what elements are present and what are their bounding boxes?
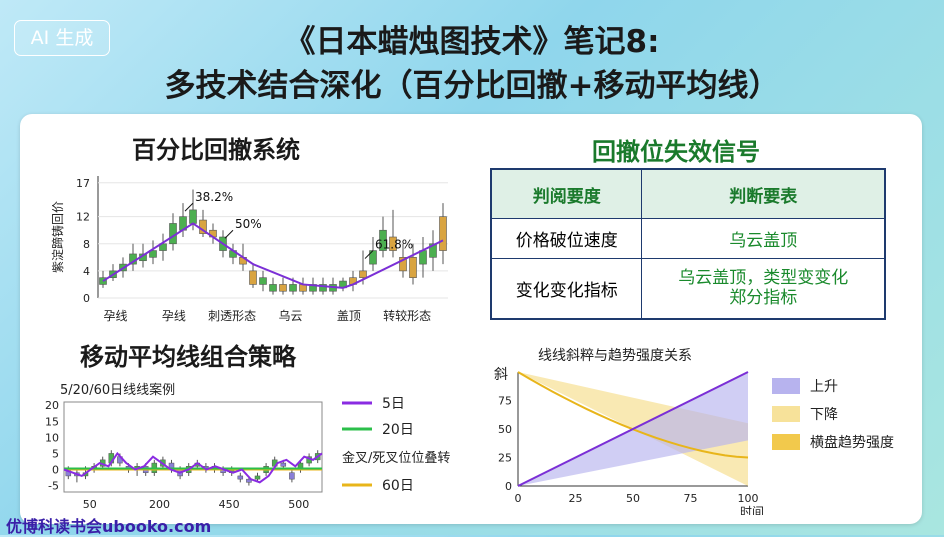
candle — [279, 284, 287, 292]
y-tick-label: 0 — [83, 292, 90, 305]
x-tick-label: 刺透形态 — [208, 309, 256, 323]
y-tick-label: -5 — [48, 480, 59, 493]
x-tick-label: 500 — [288, 498, 309, 511]
y-tick-label: 17 — [76, 177, 90, 190]
candle — [399, 257, 407, 272]
y-tick-label: 10 — [45, 431, 59, 444]
table-cell: 变化变化指标 — [490, 257, 643, 320]
candle — [249, 270, 257, 285]
signal-table: 判阅要度 判断要表 价格破位速度 乌云盖顶 变化变化指标 乌云盖顶，类型变变化 … — [490, 168, 886, 320]
candle — [149, 250, 157, 258]
page-title-line1: 《日本蜡烛图技术》笔记8: — [284, 24, 660, 60]
y-tick-label: 5 — [52, 447, 59, 460]
legend-label: 60日 — [382, 478, 414, 494]
x-tick-label: 孕线 — [162, 309, 186, 323]
table-header-right: 判断要表 — [641, 168, 886, 219]
y-tick-label: 50 — [498, 423, 512, 436]
annotation-label: 38.2% — [195, 190, 233, 204]
x-tick-label: 转较形态 — [383, 308, 431, 323]
y-tick-label: 8 — [83, 238, 90, 251]
candle — [259, 277, 267, 285]
retracement-section-title: 百分比回撤系统 — [132, 136, 300, 164]
candle — [319, 284, 327, 292]
table-row: 价格破位速度 乌云盖顶 — [490, 218, 886, 259]
ma5-line — [63, 451, 323, 484]
candle — [289, 284, 297, 292]
y-tick-label: 15 — [45, 415, 59, 428]
candle — [289, 472, 295, 480]
y-axis-label: 紫淀蹄铸回价 — [50, 201, 65, 273]
legend-label: 下降 — [810, 407, 838, 423]
legend-label: 20日 — [382, 422, 414, 438]
candle — [280, 462, 287, 467]
annotation-pointer — [184, 202, 194, 212]
moving-average-chart: 5/20/60日线线案例 -5 0 5 10 15 20 50 200 450 500 5日 20日金叉… — [45, 383, 450, 511]
retracement-candlestick-chart: 0 4 8 12 17 紫淀蹄铸回价 38.2%50% 61.8% 孕线 孕线 刺透形态 乌云 盖顶 转较… — [50, 176, 448, 323]
legend-label: 5日 — [382, 396, 405, 412]
x-tick-label: 盖顶 — [337, 309, 361, 323]
annotation-label: 61.8% — [375, 238, 413, 252]
candle — [254, 475, 261, 480]
plot-frame — [63, 401, 323, 493]
y-tick-label: 20 — [45, 399, 59, 412]
table-cell: 乌云盖顶，类型变变化 郑分指标 — [641, 257, 886, 320]
y-tick-label: 12 — [76, 211, 90, 224]
table-cell: 价格破位速度 — [490, 218, 643, 259]
watermark-text: 优博科读书会ubooko.com — [6, 517, 212, 536]
y-axis-label: 斜 — [494, 367, 508, 383]
y-tick-label: 4 — [83, 265, 90, 278]
candle — [237, 475, 244, 480]
y-tick-label: 75 — [498, 395, 512, 408]
x-tick-label: 100 — [738, 492, 759, 505]
x-tick-label: 0 — [515, 492, 522, 505]
candle — [379, 229, 387, 251]
table-cell: 乌云盖顶 — [641, 218, 886, 259]
annotation-pointer — [364, 250, 374, 259]
table-header-left: 判阅要度 — [490, 168, 643, 219]
legend-label: 上升 — [810, 379, 838, 395]
candle — [189, 209, 197, 224]
table-row: 变化变化指标 乌云盖顶，类型变变化 郑分指标 — [490, 257, 886, 320]
legend-swatch — [772, 378, 800, 394]
y-tick-label: 0 — [505, 480, 512, 493]
y-tick-label: 0 — [52, 464, 59, 477]
rising-line — [517, 371, 749, 487]
page-title-line2: 多技术结合深化（百分比回撤+移动平均线） — [164, 68, 780, 104]
annotation-label: 50% — [235, 217, 262, 231]
x-tick-label: 50 — [626, 492, 640, 505]
candle — [246, 478, 252, 483]
legend-swatch — [772, 434, 800, 450]
y-tick-label: 25 — [498, 452, 512, 465]
annotation-pointer — [224, 229, 234, 239]
ai-generated-badge: AI 生成 — [14, 20, 110, 56]
x-tick-label: 200 — [149, 498, 170, 511]
candle — [429, 243, 437, 258]
x-tick-label: 乌云 — [278, 308, 302, 323]
x-tick-label: 75 — [684, 492, 698, 505]
legend-label: 横盘趋势强度 — [810, 434, 894, 451]
x-tick-label: 50 — [83, 498, 97, 511]
candle — [359, 270, 367, 278]
signal-section-title: 回撤位失效信号 — [592, 138, 760, 166]
ma-section-title: 移动平均线组合策略 — [80, 343, 296, 371]
chart-title: 线线斜粹与趋势强度关系 — [538, 348, 692, 364]
x-tick-label: 孕线 — [103, 309, 127, 323]
x-axis-label: 时间 — [740, 505, 764, 515]
retracement-line — [102, 222, 444, 289]
legend-swatch — [772, 406, 800, 422]
candle — [409, 257, 417, 278]
x-tick-label: 450 — [219, 498, 240, 511]
legend-label: 金叉/死叉位位叠转 — [342, 450, 450, 466]
x-tick-label: 25 — [569, 492, 583, 505]
candle — [419, 250, 427, 265]
chart-title: 5/20/60日线线案例 — [60, 383, 175, 398]
candle — [269, 284, 277, 292]
candle — [389, 236, 397, 251]
candle — [439, 216, 447, 251]
